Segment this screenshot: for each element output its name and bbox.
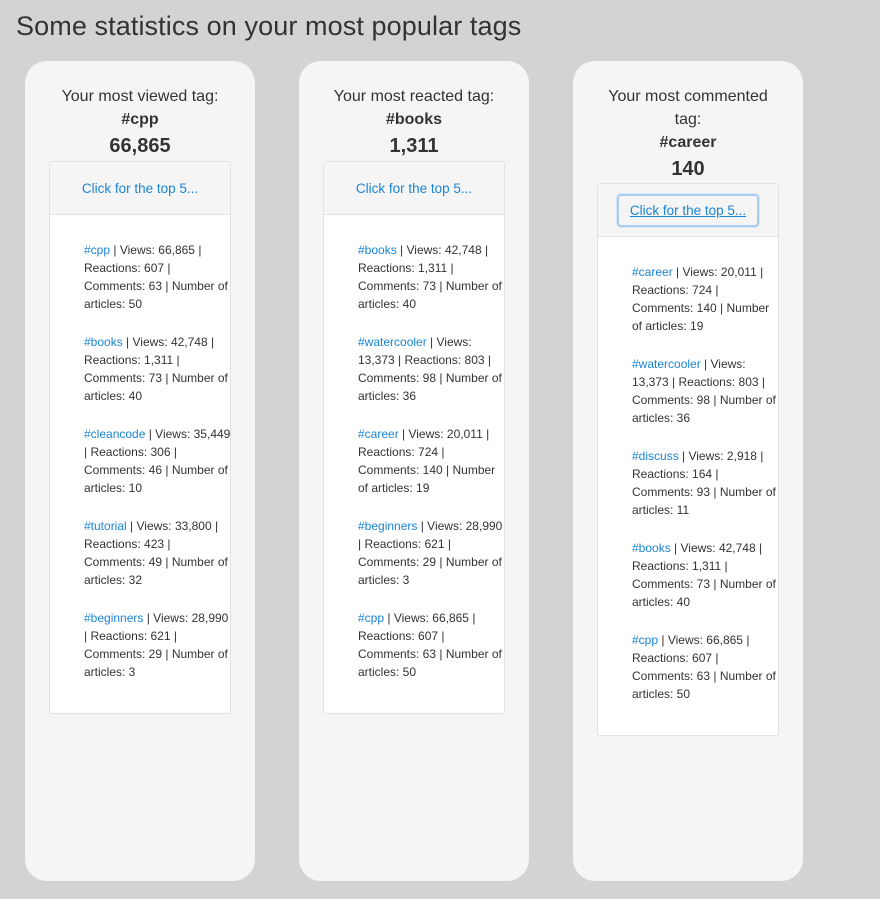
top-5-panel-header: Click for the top 5... <box>598 184 778 237</box>
top-5-list: #career | Views: 20,011 | Reactions: 724… <box>598 237 782 735</box>
tag-stats: | Views: 13,373 | Reactions: 803 | Comme… <box>358 335 502 403</box>
tag-stats: | Views: 2,918 | Reactions: 164 | Commen… <box>632 449 776 517</box>
list-item: #career | Views: 20,011 | Reactions: 724… <box>358 425 508 497</box>
tag-stats: | Views: 13,373 | Reactions: 803 | Comme… <box>632 357 776 425</box>
tag-link[interactable]: #watercooler <box>632 357 701 371</box>
card-stat-value: 66,865 <box>109 135 171 157</box>
list-item: #watercooler | Views: 13,373 | Reactions… <box>632 355 782 427</box>
card-stat-value: 140 <box>671 158 705 180</box>
card-stat-value: 1,311 <box>389 135 439 157</box>
tag-stats: | Views: 42,748 | Reactions: 1,311 | Com… <box>632 541 776 609</box>
list-item: #cpp | Views: 66,865 | Reactions: 607 | … <box>632 631 782 703</box>
list-item: #books | Views: 42,748 | Reactions: 1,31… <box>632 539 782 611</box>
list-item: #discuss | Views: 2,918 | Reactions: 164… <box>632 447 782 519</box>
tag-link[interactable]: #books <box>84 335 123 349</box>
tag-stats: | Views: 20,011 | Reactions: 724 | Comme… <box>358 427 496 495</box>
tag-stats: | Views: 28,990 | Reactions: 621 | Comme… <box>358 519 503 587</box>
tag-link[interactable]: #books <box>632 541 671 555</box>
list-item: #beginners | Views: 28,990 | Reactions: … <box>84 609 234 681</box>
top-5-panel-header: Click for the top 5... <box>50 162 230 215</box>
tag-stats: | Views: 66,865 | Reactions: 607 | Comme… <box>358 611 502 679</box>
tag-link[interactable]: #career <box>358 427 399 441</box>
list-item: #cpp | Views: 66,865 | Reactions: 607 | … <box>358 609 508 681</box>
top-5-toggle-button[interactable]: Click for the top 5... <box>345 174 483 203</box>
card-header: Your most reacted tag: #books 1,311 <box>299 85 529 161</box>
tag-stats: | Views: 20,011 | Reactions: 724 | Comme… <box>632 265 770 333</box>
top-5-toggle-button[interactable]: Click for the top 5... <box>616 193 760 227</box>
top-5-list: #cpp | Views: 66,865 | Reactions: 607 | … <box>50 215 234 713</box>
tag-link[interactable]: #beginners <box>84 611 144 625</box>
tag-stats: | Views: 33,800 | Reactions: 423 | Comme… <box>84 519 228 587</box>
card-tag-name: #books <box>385 111 442 128</box>
top-5-panel-header: Click for the top 5... <box>324 162 504 215</box>
tag-link[interactable]: #watercooler <box>358 335 427 349</box>
tag-link[interactable]: #cpp <box>84 243 111 257</box>
tag-link[interactable]: #books <box>358 243 397 257</box>
top-5-toggle-button[interactable]: Click for the top 5... <box>71 174 209 203</box>
card-caption: Your most viewed tag: <box>61 88 219 105</box>
page-title: Some statistics on your most popular tag… <box>16 11 522 41</box>
list-item: #cleancode | Views: 35,449 | Reactions: … <box>84 425 234 497</box>
top-5-panel: Click for the top 5... #career | Views: … <box>597 183 779 736</box>
most-viewed-tag-card: Your most viewed tag: #cpp 66,865 Click … <box>25 61 255 881</box>
top-5-panel: Click for the top 5... #cpp | Views: 66,… <box>49 161 231 714</box>
tag-link[interactable]: #tutorial <box>84 519 127 533</box>
list-item: #career | Views: 20,011 | Reactions: 724… <box>632 263 782 335</box>
tag-link[interactable]: #beginners <box>358 519 418 533</box>
list-item: #beginners | Views: 28,990 | Reactions: … <box>358 517 508 589</box>
card-caption: Your most reacted tag: <box>333 88 495 105</box>
card-header: Your most commented tag: #career 140 <box>573 85 803 184</box>
card-header: Your most viewed tag: #cpp 66,865 <box>25 85 255 161</box>
card-tag-name: #cpp <box>121 111 159 128</box>
tag-stats: | Views: 28,990 | Reactions: 621 | Comme… <box>84 611 229 679</box>
tag-link[interactable]: #career <box>632 265 673 279</box>
tag-link[interactable]: #cleancode <box>84 427 146 441</box>
list-item: #books | Views: 42,748 | Reactions: 1,31… <box>358 241 508 313</box>
tag-link[interactable]: #discuss <box>632 449 679 463</box>
tag-stats: | Views: 42,748 | Reactions: 1,311 | Com… <box>84 335 228 403</box>
tag-link[interactable]: #cpp <box>358 611 385 625</box>
tag-stats: | Views: 42,748 | Reactions: 1,311 | Com… <box>358 243 502 311</box>
tag-link[interactable]: #cpp <box>632 633 659 647</box>
most-commented-tag-card: Your most commented tag: #career 140 Cli… <box>573 61 803 881</box>
list-item: #watercooler | Views: 13,373 | Reactions… <box>358 333 508 405</box>
list-item: #books | Views: 42,748 | Reactions: 1,31… <box>84 333 234 405</box>
list-item: #cpp | Views: 66,865 | Reactions: 607 | … <box>84 241 234 313</box>
tag-stats: | Views: 35,449 | Reactions: 306 | Comme… <box>84 427 231 495</box>
list-item: #tutorial | Views: 33,800 | Reactions: 4… <box>84 517 234 589</box>
top-5-panel: Click for the top 5... #books | Views: 4… <box>323 161 505 714</box>
top-5-list: #books | Views: 42,748 | Reactions: 1,31… <box>324 215 508 713</box>
most-reacted-tag-card: Your most reacted tag: #books 1,311 Clic… <box>299 61 529 881</box>
tag-stats: | Views: 66,865 | Reactions: 607 | Comme… <box>84 243 228 311</box>
card-tag-name: #career <box>659 134 717 151</box>
tag-stats: | Views: 66,865 | Reactions: 607 | Comme… <box>632 633 776 701</box>
card-caption: Your most commented tag: <box>608 88 768 128</box>
